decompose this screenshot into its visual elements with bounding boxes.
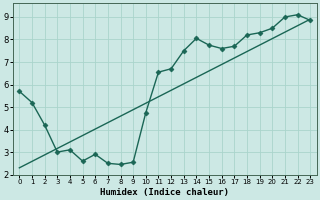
X-axis label: Humidex (Indice chaleur): Humidex (Indice chaleur) (100, 188, 229, 197)
